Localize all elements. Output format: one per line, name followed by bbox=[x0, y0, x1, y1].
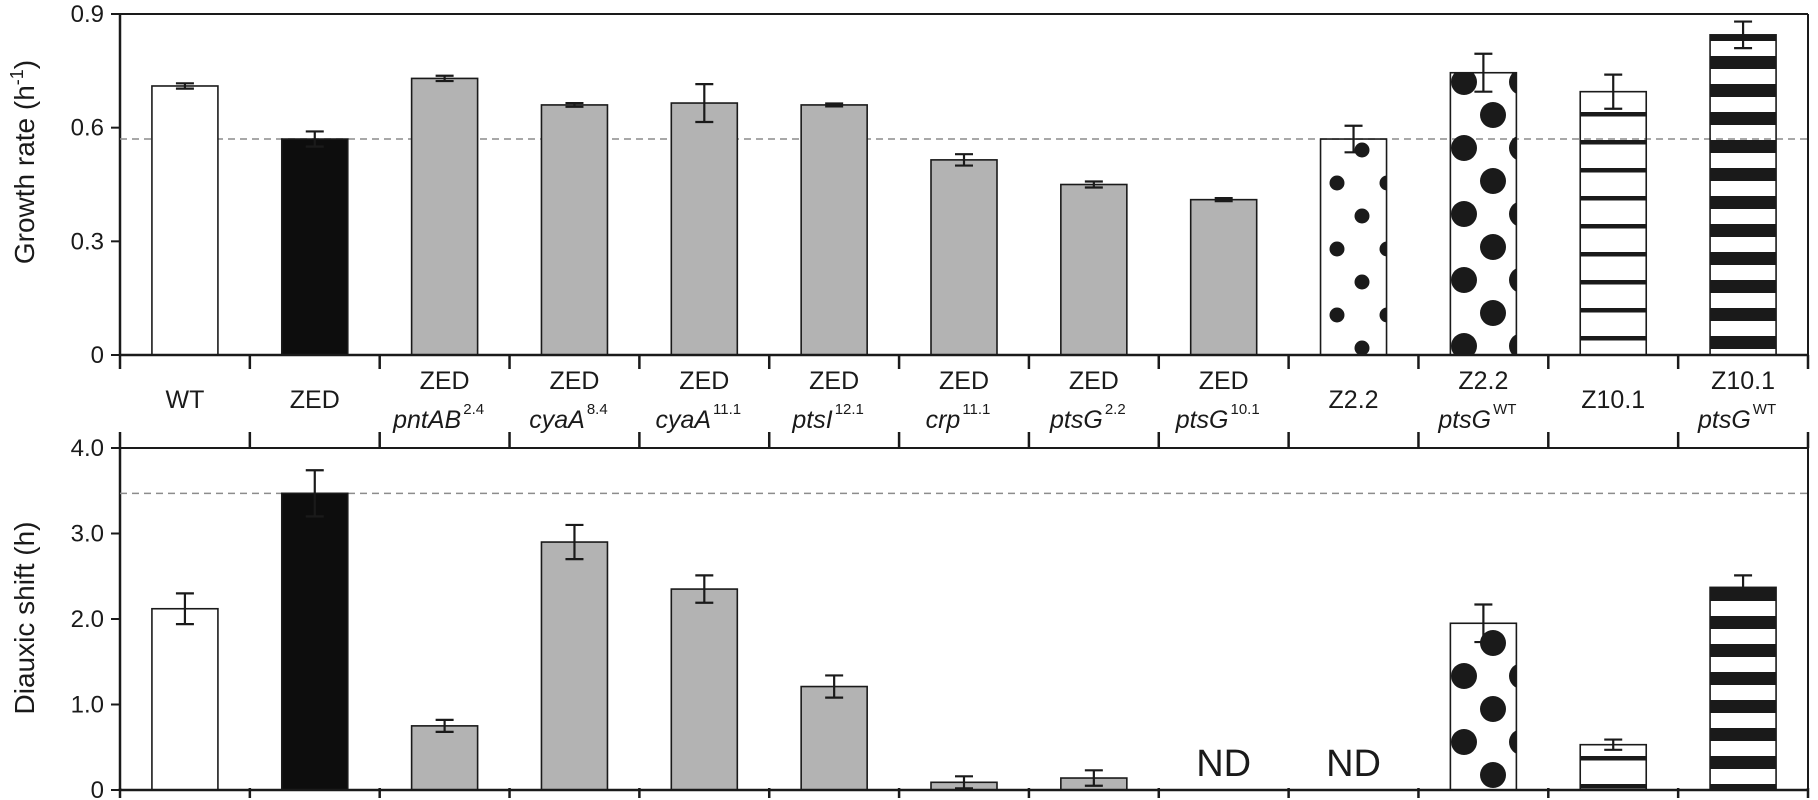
growth-rate-axis-title-close: ) bbox=[9, 60, 40, 69]
category-allele: 11.1 bbox=[962, 401, 990, 418]
top-bar bbox=[1709, 34, 1777, 356]
bottom-bar bbox=[151, 607, 219, 791]
category-label: Z10.1 bbox=[1581, 386, 1645, 414]
top-bar bbox=[410, 77, 479, 356]
category-gene: ptsG bbox=[1049, 406, 1103, 434]
category-gene: ptsG bbox=[1437, 406, 1491, 434]
bottom-bar bbox=[670, 588, 739, 791]
category-label: ZED bbox=[549, 367, 599, 395]
growth-rate-axis-title: Growth rate (h-1) bbox=[7, 60, 40, 264]
diauxic-shift-axis-title: Diauxic shift (h) bbox=[9, 522, 40, 715]
top-bar bbox=[1449, 71, 1518, 356]
category-gene: ptsI bbox=[791, 406, 832, 434]
diauxic-shift-panel: 0 1.0 2.0 3.0 4.0 ND ND bbox=[71, 435, 1810, 800]
top-bar bbox=[1579, 90, 1648, 356]
category-sublabel: ptsI 12.1 bbox=[791, 401, 864, 434]
top-bar bbox=[1189, 198, 1258, 356]
category-label: WT bbox=[165, 386, 204, 414]
top-bar bbox=[540, 104, 609, 356]
top-ytick-label: 0.3 bbox=[71, 228, 104, 255]
growth-rate-panel: 0 0.3 0.6 0.9 bbox=[71, 1, 1810, 369]
category-gene: cyaA bbox=[529, 406, 585, 434]
category-sublabel: ptsG WT bbox=[1437, 401, 1516, 434]
top-bar bbox=[1319, 138, 1388, 356]
category-label: ZED bbox=[809, 367, 859, 395]
top-bar bbox=[800, 104, 868, 356]
category-label: ZED bbox=[420, 367, 470, 395]
bottom-bar bbox=[1579, 743, 1648, 791]
category-label: ZED bbox=[290, 386, 340, 414]
bottom-nd-label: ND bbox=[1196, 743, 1251, 785]
growth-rate-axis-title-text: Growth rate (h bbox=[9, 85, 40, 264]
category-gene: cyaA bbox=[655, 406, 711, 434]
category-sublabel: crp 11.1 bbox=[926, 401, 991, 434]
category-allele: 2.4 bbox=[463, 401, 484, 418]
category-sublabel: ptsG 10.1 bbox=[1175, 401, 1260, 434]
category-sublabel: ptsG 2.2 bbox=[1049, 401, 1126, 434]
category-sublabel: cyaA 8.4 bbox=[529, 401, 607, 434]
top-bar bbox=[930, 159, 998, 356]
category-allele: 10.1 bbox=[1230, 401, 1259, 418]
top-ytick-label: 0.9 bbox=[71, 1, 104, 28]
top-ytick-label: 0 bbox=[91, 342, 104, 369]
category-allele: WT bbox=[1493, 401, 1516, 418]
bottom-ytick-label: 3.0 bbox=[71, 521, 104, 548]
top-bar bbox=[151, 85, 219, 356]
category-gene: ptsG bbox=[1175, 406, 1229, 434]
top-bar bbox=[670, 102, 739, 356]
bottom-ytick-label: 0 bbox=[91, 777, 104, 800]
bottom-ytick-label: 2.0 bbox=[71, 606, 104, 633]
category-sublabel: ptsG WT bbox=[1697, 401, 1776, 434]
category-sublabel: cyaA 11.1 bbox=[655, 401, 741, 434]
category-allele: WT bbox=[1753, 401, 1776, 418]
category-label: Z2.2 bbox=[1458, 367, 1508, 395]
category-label: Z2.2 bbox=[1329, 386, 1379, 414]
category-allele: 2.2 bbox=[1105, 401, 1126, 418]
category-label: Z10.1 bbox=[1711, 367, 1775, 395]
top-bar bbox=[1060, 183, 1128, 356]
bottom-bar bbox=[410, 725, 479, 791]
category-allele: 11.1 bbox=[713, 401, 741, 418]
category-gene: ptsG bbox=[1697, 406, 1751, 434]
category-label: ZED bbox=[939, 367, 989, 395]
bottom-ytick-label: 4.0 bbox=[71, 435, 104, 462]
bottom-ytick-label: 1.0 bbox=[71, 692, 104, 719]
bottom-nd-label: ND bbox=[1326, 743, 1381, 785]
top-bar bbox=[280, 138, 349, 356]
category-gene: pntAB bbox=[392, 406, 461, 434]
category-allele: 12.1 bbox=[835, 401, 864, 418]
bottom-bar bbox=[280, 492, 349, 791]
category-sublabel: pntAB 2.4 bbox=[392, 401, 484, 434]
category-label: ZED bbox=[1199, 367, 1249, 395]
category-gene: crp bbox=[926, 406, 961, 434]
category-label: ZED bbox=[1069, 367, 1119, 395]
category-allele: 8.4 bbox=[587, 401, 608, 418]
growth-rate-axis-title-sup: -1 bbox=[7, 69, 27, 85]
bottom-bar bbox=[1709, 586, 1777, 791]
top-ytick-label: 0.6 bbox=[71, 115, 104, 142]
bottom-bar bbox=[800, 685, 868, 791]
bottom-bar bbox=[1449, 622, 1518, 791]
bottom-bar bbox=[540, 541, 609, 791]
category-label: ZED bbox=[679, 367, 729, 395]
